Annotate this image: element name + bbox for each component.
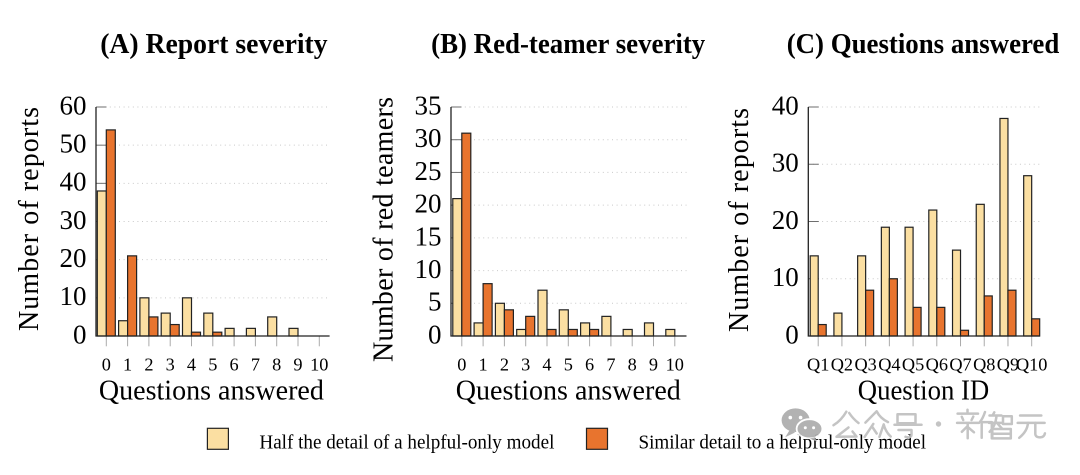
svg-text:(C) Questions answered: (C) Questions answered [787,29,1060,60]
svg-text:8: 8 [272,355,281,375]
svg-text:10: 10 [772,262,799,292]
svg-text:Q2: Q2 [831,355,853,375]
svg-text:0: 0 [457,355,466,375]
svg-text:10: 10 [666,355,684,375]
svg-text:10: 10 [310,355,328,375]
svg-text:20: 20 [415,189,442,219]
svg-text:Q10: Q10 [1016,355,1047,375]
svg-text:2: 2 [500,355,509,375]
svg-text:0: 0 [428,319,442,349]
svg-text:4: 4 [187,355,196,375]
svg-text:Q9: Q9 [997,355,1019,375]
svg-text:0: 0 [102,355,111,375]
svg-text:Number of red teamers: Number of red teamers [369,97,400,362]
svg-text:Q3: Q3 [854,355,876,375]
svg-text:(A) Report severity: (A) Report severity [100,29,327,60]
svg-text:0: 0 [73,319,87,349]
svg-text:9: 9 [649,355,658,375]
svg-text:7: 7 [606,355,615,375]
svg-text:7: 7 [251,355,260,375]
svg-text:40: 40 [60,167,87,197]
svg-text:30: 30 [415,123,442,153]
svg-text:4: 4 [542,355,551,375]
svg-text:30: 30 [772,148,799,178]
svg-text:30: 30 [60,205,87,235]
svg-text:9: 9 [293,355,302,375]
svg-text:5: 5 [208,355,217,375]
svg-text:1: 1 [123,355,132,375]
svg-text:35: 35 [415,90,442,120]
svg-text:Q5: Q5 [902,355,924,375]
svg-text:5: 5 [428,287,442,317]
svg-text:3: 3 [521,355,530,375]
svg-text:Question ID: Question ID [858,375,990,406]
svg-text:Half the detail of a helpful-o: Half the detail of a helpful-only model [259,432,554,454]
svg-text:Number of reports: Number of reports [14,107,45,331]
svg-text:40: 40 [772,90,799,120]
svg-text:10: 10 [415,254,442,284]
svg-text:50: 50 [60,129,87,159]
svg-text:3: 3 [166,355,175,375]
svg-text:10: 10 [60,281,87,311]
svg-text:0: 0 [785,319,799,349]
svg-text:20: 20 [772,205,799,235]
svg-text:Q1: Q1 [807,355,829,375]
svg-text:Questions answered: Questions answered [99,375,324,406]
svg-text:6: 6 [585,355,594,375]
svg-text:Q4: Q4 [878,355,900,375]
svg-text:2: 2 [144,355,153,375]
svg-text:Q8: Q8 [973,355,995,375]
svg-text:Q6: Q6 [926,355,948,375]
svg-text:8: 8 [628,355,637,375]
svg-text:20: 20 [60,243,87,273]
svg-text:Questions answered: Questions answered [456,375,681,406]
svg-text:(B) Red-teamer severity: (B) Red-teamer severity [431,29,705,60]
svg-text:6: 6 [230,355,239,375]
svg-text:Number of reports: Number of reports [724,108,755,332]
svg-text:25: 25 [415,156,442,186]
svg-text:15: 15 [415,221,442,251]
svg-text:Similar detail to a helpful-on: Similar detail to a helpful-only model [639,432,927,454]
svg-text:Q7: Q7 [949,355,971,375]
svg-text:60: 60 [60,90,87,120]
svg-text:1: 1 [479,355,488,375]
svg-text:5: 5 [564,355,573,375]
